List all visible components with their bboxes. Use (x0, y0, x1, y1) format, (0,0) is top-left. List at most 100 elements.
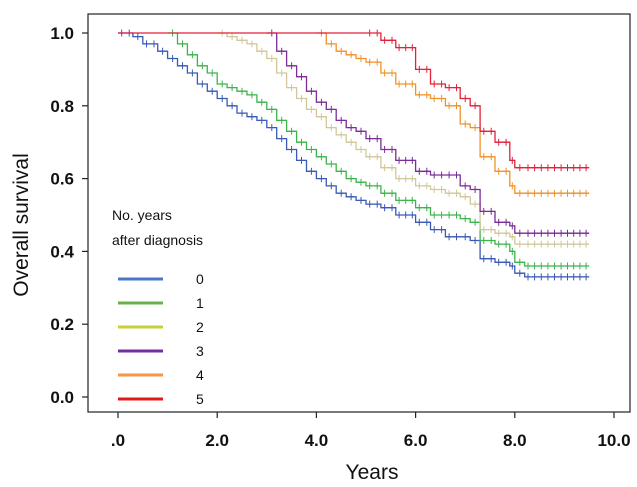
censor-mark (564, 164, 571, 172)
censor-mark (389, 69, 395, 77)
censor-mark (446, 171, 453, 179)
censor-mark (438, 226, 445, 234)
censor-mark (480, 207, 487, 215)
censor-mark (431, 226, 438, 234)
censor-mark (402, 80, 409, 88)
censor-mark (416, 182, 423, 190)
censor-mark (525, 273, 531, 281)
legend-label-0: 0 (196, 271, 204, 287)
censor-mark (503, 138, 510, 146)
y-tick-label: 0.6 (50, 170, 74, 189)
censor-mark (381, 146, 388, 153)
censor-mark (558, 189, 565, 197)
censor-mark (328, 40, 335, 48)
censor-mark (179, 40, 186, 48)
censor-mark (431, 186, 438, 193)
censor-mark (583, 240, 590, 248)
censor-mark (151, 40, 157, 48)
censor-mark (438, 186, 445, 193)
censor-mark (423, 218, 430, 226)
censor-mark (509, 247, 516, 255)
censor-mark (219, 95, 226, 102)
censor-mark (278, 135, 285, 143)
censor-mark (374, 200, 381, 208)
censor-mark (503, 218, 510, 226)
plot-series (118, 29, 590, 281)
censor-mark (134, 33, 141, 41)
censor-mark (453, 189, 460, 197)
censor-mark (438, 171, 445, 179)
censor-mark (358, 55, 364, 62)
x-tick-label: .0 (111, 431, 125, 450)
censor-mark (423, 167, 430, 175)
censor-mark (423, 204, 430, 212)
censor-mark (446, 189, 453, 197)
censor-mark (503, 167, 510, 175)
tick-labels: .0 2.0 4.0 6.0 8.0 10.0 0.0 0.2 0.4 0.6 0.8 1.0 (50, 24, 630, 450)
censor-mark (308, 146, 315, 153)
censor-mark (438, 211, 445, 219)
censor-mark (402, 44, 409, 52)
censor-mark (495, 229, 502, 237)
censor-mark (531, 240, 538, 248)
censor-marks-4 (318, 29, 590, 197)
legend: No. years after diagnosis 0 1 2 3 4 5 (112, 207, 204, 407)
censor-mark (381, 164, 388, 172)
censor-mark (328, 124, 335, 132)
censor-mark (338, 131, 345, 139)
censor-mark (583, 189, 590, 197)
censor-mark (488, 226, 495, 234)
censor-mark (374, 153, 381, 161)
censor-mark (438, 95, 445, 102)
censor-mark (516, 164, 523, 172)
censor-mark (423, 91, 430, 99)
censor-mark (402, 175, 409, 183)
censor-mark (431, 211, 438, 219)
legend-label-2: 2 (196, 319, 204, 335)
censor-mark (402, 196, 409, 204)
censor-mark (446, 84, 453, 92)
censor-mark (558, 262, 565, 270)
censor-mark (288, 127, 295, 135)
censor-mark (366, 58, 373, 66)
censor-mark (409, 156, 416, 164)
censor-mark (516, 189, 523, 197)
censor-mark (209, 87, 216, 95)
censor-mark (366, 135, 373, 143)
censor-mark (248, 40, 255, 48)
censor-mark (462, 95, 469, 102)
censor-mark (239, 109, 245, 117)
censor-mark (318, 113, 325, 121)
censor-mark (576, 262, 583, 270)
censor-mark (189, 69, 196, 77)
censor-mark (389, 189, 395, 197)
censor-mark (544, 229, 551, 237)
censor-mark (268, 124, 275, 132)
censor-mark (576, 189, 583, 197)
censor-mark (516, 240, 523, 248)
censor-mark (488, 255, 495, 263)
censor-mark (338, 47, 345, 55)
censor-mark (374, 135, 381, 143)
censor-mark (328, 160, 335, 168)
censor-mark (374, 182, 381, 190)
censor-mark (396, 175, 403, 183)
censor-mark (538, 240, 545, 248)
censor-mark (576, 164, 583, 172)
x-tick-label: 6.0 (404, 431, 428, 450)
censor-mark (298, 156, 305, 164)
censor-mark (268, 105, 275, 113)
censor-mark (288, 62, 295, 70)
censor-mark (389, 204, 395, 212)
censor-mark (169, 55, 176, 62)
censor-mark (583, 164, 590, 172)
censor-mark (472, 186, 479, 193)
censor-mark (209, 69, 216, 77)
censor-mark (348, 138, 355, 146)
censor-mark (423, 65, 430, 73)
censor-mark (509, 222, 516, 230)
censor-mark (531, 189, 538, 197)
legend-items: 0 1 2 3 4 5 (118, 271, 204, 407)
censor-mark (570, 164, 577, 172)
censor-mark (544, 273, 551, 281)
